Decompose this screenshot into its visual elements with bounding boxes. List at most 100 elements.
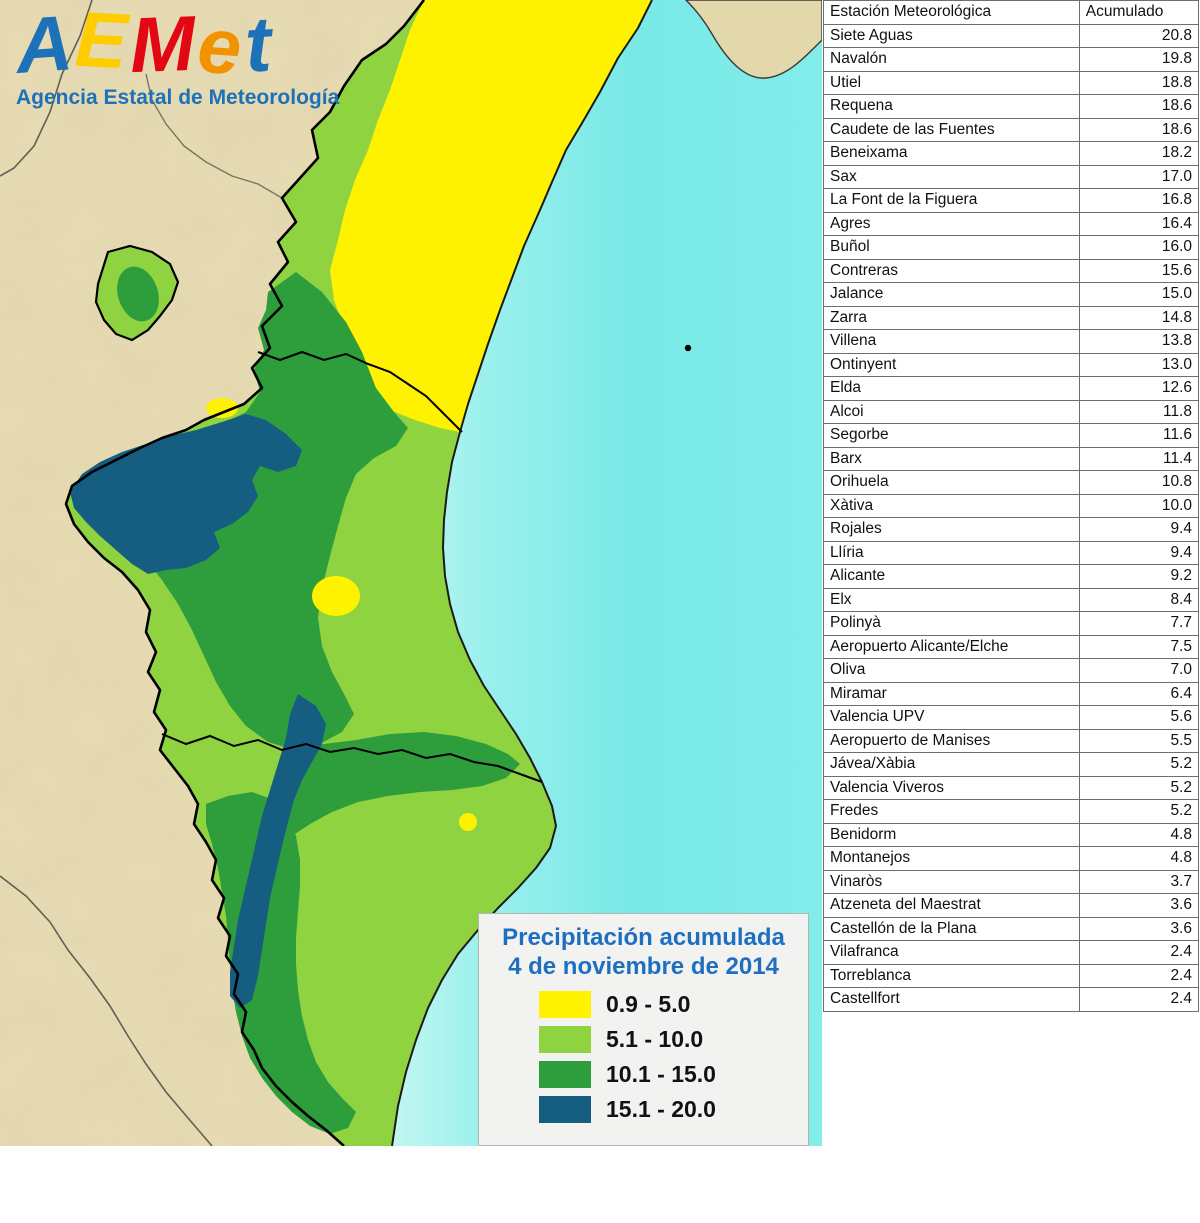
accumulated-value-cell: 18.8 (1078, 70, 1200, 95)
accumulated-value-cell: 4.8 (1078, 822, 1200, 847)
region-west-border (64, 0, 426, 1146)
table-row: Elx 8.4 (823, 587, 1200, 612)
columbretes-islet (684, 344, 692, 352)
accumulated-value-cell: 14.8 (1078, 305, 1200, 330)
station-name-cell: Contreras (823, 258, 1080, 283)
station-name-cell: Orihuela (823, 470, 1080, 495)
map-panel: AEMet Agencia Estatal de Meteorología Pr… (0, 0, 822, 1146)
station-name-cell: Barx (823, 446, 1080, 471)
accumulated-value-cell: 2.4 (1078, 940, 1200, 965)
table-row: Sax 17.0 (823, 164, 1200, 189)
table-row: Vinaròs 3.7 (823, 869, 1200, 894)
aemet-logo-word: AEMet (12, 0, 339, 92)
logo-letter: M (128, 0, 200, 90)
station-name-cell: Utiel (823, 70, 1080, 95)
logo-letter: A (12, 0, 79, 90)
station-table: Estación Meteorológica Acumulado Siete A… (823, 0, 1200, 1012)
accumulated-value-cell: 16.8 (1078, 188, 1200, 213)
accumulated-value-cell: 5.6 (1078, 705, 1200, 730)
accumulated-value-cell: 9.4 (1078, 540, 1200, 565)
table-row: Beneixama 18.2 (823, 141, 1200, 166)
table-row: Barx 11.4 (823, 446, 1200, 471)
table-row: Atzeneta del Maestrat 3.6 (823, 893, 1200, 918)
yellow-spot-central (312, 576, 360, 616)
precipitation-map (0, 0, 822, 1146)
table-row: Jávea/Xàbia 5.2 (823, 752, 1200, 777)
yellow-spot-west (206, 398, 238, 418)
accumulated-value-cell: 16.4 (1078, 211, 1200, 236)
station-name-cell: Rojales (823, 517, 1080, 542)
station-name-cell: Elda (823, 376, 1080, 401)
table-row: Caudete de las Fuentes 18.6 (823, 117, 1200, 142)
accumulated-value-cell: 18.2 (1078, 141, 1200, 166)
map-legend: Precipitación acumulada 4 de noviembre d… (478, 913, 809, 1146)
table-row: Aeropuerto de Manises 5.5 (823, 728, 1200, 753)
station-name-cell: Vinaròs (823, 869, 1080, 894)
station-name-cell: Navalón (823, 47, 1080, 72)
table-row: Polinyà 7.7 (823, 611, 1200, 636)
station-table-panel: Estación Meteorológica Acumulado Siete A… (822, 0, 1200, 1146)
table-row: Jalance 15.0 (823, 282, 1200, 307)
legend-label: 15.1 - 20.0 (606, 1095, 716, 1122)
table-row: Vilafranca 2.4 (823, 940, 1200, 965)
accumulated-value-cell: 16.0 (1078, 235, 1200, 260)
table-row: Miramar 6.4 (823, 681, 1200, 706)
legend-rows: 0.9 - 5.0 5.1 - 10.0 10.1 - 15.0 15.1 - … (479, 990, 808, 1123)
table-row: Requena 18.6 (823, 94, 1200, 119)
province-border-castellon-valencia (257, 350, 463, 433)
table-row: Xàtiva 10.0 (823, 493, 1200, 518)
table-row: Buñol 16.0 (823, 235, 1200, 260)
table-row: Villena 13.8 (823, 329, 1200, 354)
station-name-cell: Ontinyent (823, 352, 1080, 377)
accumulated-value-cell: 2.4 (1078, 987, 1200, 1012)
accumulated-value-cell: 5.2 (1078, 775, 1200, 800)
legend-swatch-darkgreen (539, 1060, 591, 1088)
station-name-cell: Torreblanca (823, 963, 1080, 988)
legend-swatch-lightgreen (539, 1025, 591, 1053)
accumulated-value-cell: 10.8 (1078, 470, 1200, 495)
table-row: Benidorm 4.8 (823, 822, 1200, 847)
accumulated-value-cell: 10.0 (1078, 493, 1200, 518)
lightgreen-spot-in-darkgreen (181, 680, 207, 700)
station-name-cell: Siete Aguas (823, 23, 1080, 48)
station-name-cell: Buñol (823, 235, 1080, 260)
table-row: Llíria 9.4 (823, 540, 1200, 565)
legend-label: 0.9 - 5.0 (606, 990, 691, 1017)
station-name-cell: Polinyà (823, 611, 1080, 636)
accumulated-value-cell: 3.7 (1078, 869, 1200, 894)
table-header-row: Estación Meteorológica Acumulado (823, 0, 1200, 25)
table-row: Valencia Viveros 5.2 (823, 775, 1200, 800)
accumulated-value-cell: 11.4 (1078, 446, 1200, 471)
province-border-valencia-alicante (161, 733, 543, 783)
station-name-cell: Zarra (823, 305, 1080, 330)
station-name-cell: Xàtiva (823, 493, 1080, 518)
yellow-spot-coast (459, 813, 477, 831)
accumulated-value-cell: 19.8 (1078, 47, 1200, 72)
accumulated-value-cell: 18.6 (1078, 94, 1200, 119)
table-body: Siete Aguas 20.8 Navalón 19.8 Utiel 18.8… (823, 23, 1200, 1012)
station-name-cell: Alicante (823, 564, 1080, 589)
legend-title-line2: 4 de noviembre de 2014 (508, 953, 779, 981)
precip-band-darkgreen-south (206, 792, 356, 1134)
station-name-cell: Benidorm (823, 822, 1080, 847)
legend-row: 10.1 - 15.0 (539, 1060, 808, 1088)
table-row: Contreras 15.6 (823, 258, 1200, 283)
station-name-cell: Oliva (823, 658, 1080, 683)
station-name-cell: Segorbe (823, 423, 1080, 448)
accumulated-value-cell: 15.0 (1078, 282, 1200, 307)
logo-letter: t (242, 0, 276, 89)
station-name-cell: Agres (823, 211, 1080, 236)
accumulated-value-cell: 15.6 (1078, 258, 1200, 283)
table-row: Navalón 19.8 (823, 47, 1200, 72)
table-row: Zarra 14.8 (823, 305, 1200, 330)
station-name-cell: Valencia UPV (823, 705, 1080, 730)
station-name-cell: Montanejos (823, 846, 1080, 871)
station-name-cell: Miramar (823, 681, 1080, 706)
table-row: Castellfort 2.4 (823, 987, 1200, 1012)
accumulated-value-cell: 7.0 (1078, 658, 1200, 683)
accumulated-value-cell: 9.4 (1078, 517, 1200, 542)
accumulated-value-cell: 18.6 (1078, 117, 1200, 142)
accumulated-value-cell: 3.6 (1078, 916, 1200, 941)
accumulated-value-cell: 3.6 (1078, 893, 1200, 918)
table-row: Castellón de la Plana 3.6 (823, 916, 1200, 941)
